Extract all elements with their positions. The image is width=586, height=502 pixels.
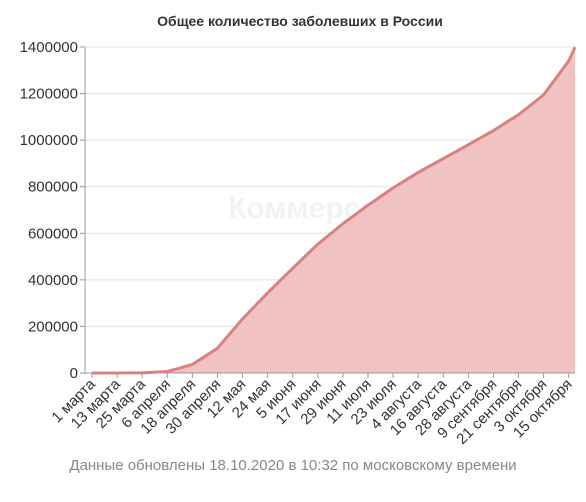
y-tick-label: 800000 <box>28 179 78 196</box>
y-tick-label: 1000000 <box>20 132 78 149</box>
line <box>91 46 577 375</box>
y-tick-label: 600000 <box>28 225 78 242</box>
footer: Данные обновлены 18.10.2020 в 10:32 по м… <box>69 457 516 474</box>
y-tick-label: 200000 <box>28 318 78 335</box>
chart-title: Общее количество заболевших в России <box>157 13 443 29</box>
y-tick-label: 0 <box>70 365 78 382</box>
y-tick-label: 400000 <box>28 272 78 289</box>
y-tick-label: 1400000 <box>20 39 78 56</box>
area <box>92 47 575 373</box>
y-tick-label: 1200000 <box>20 86 78 103</box>
